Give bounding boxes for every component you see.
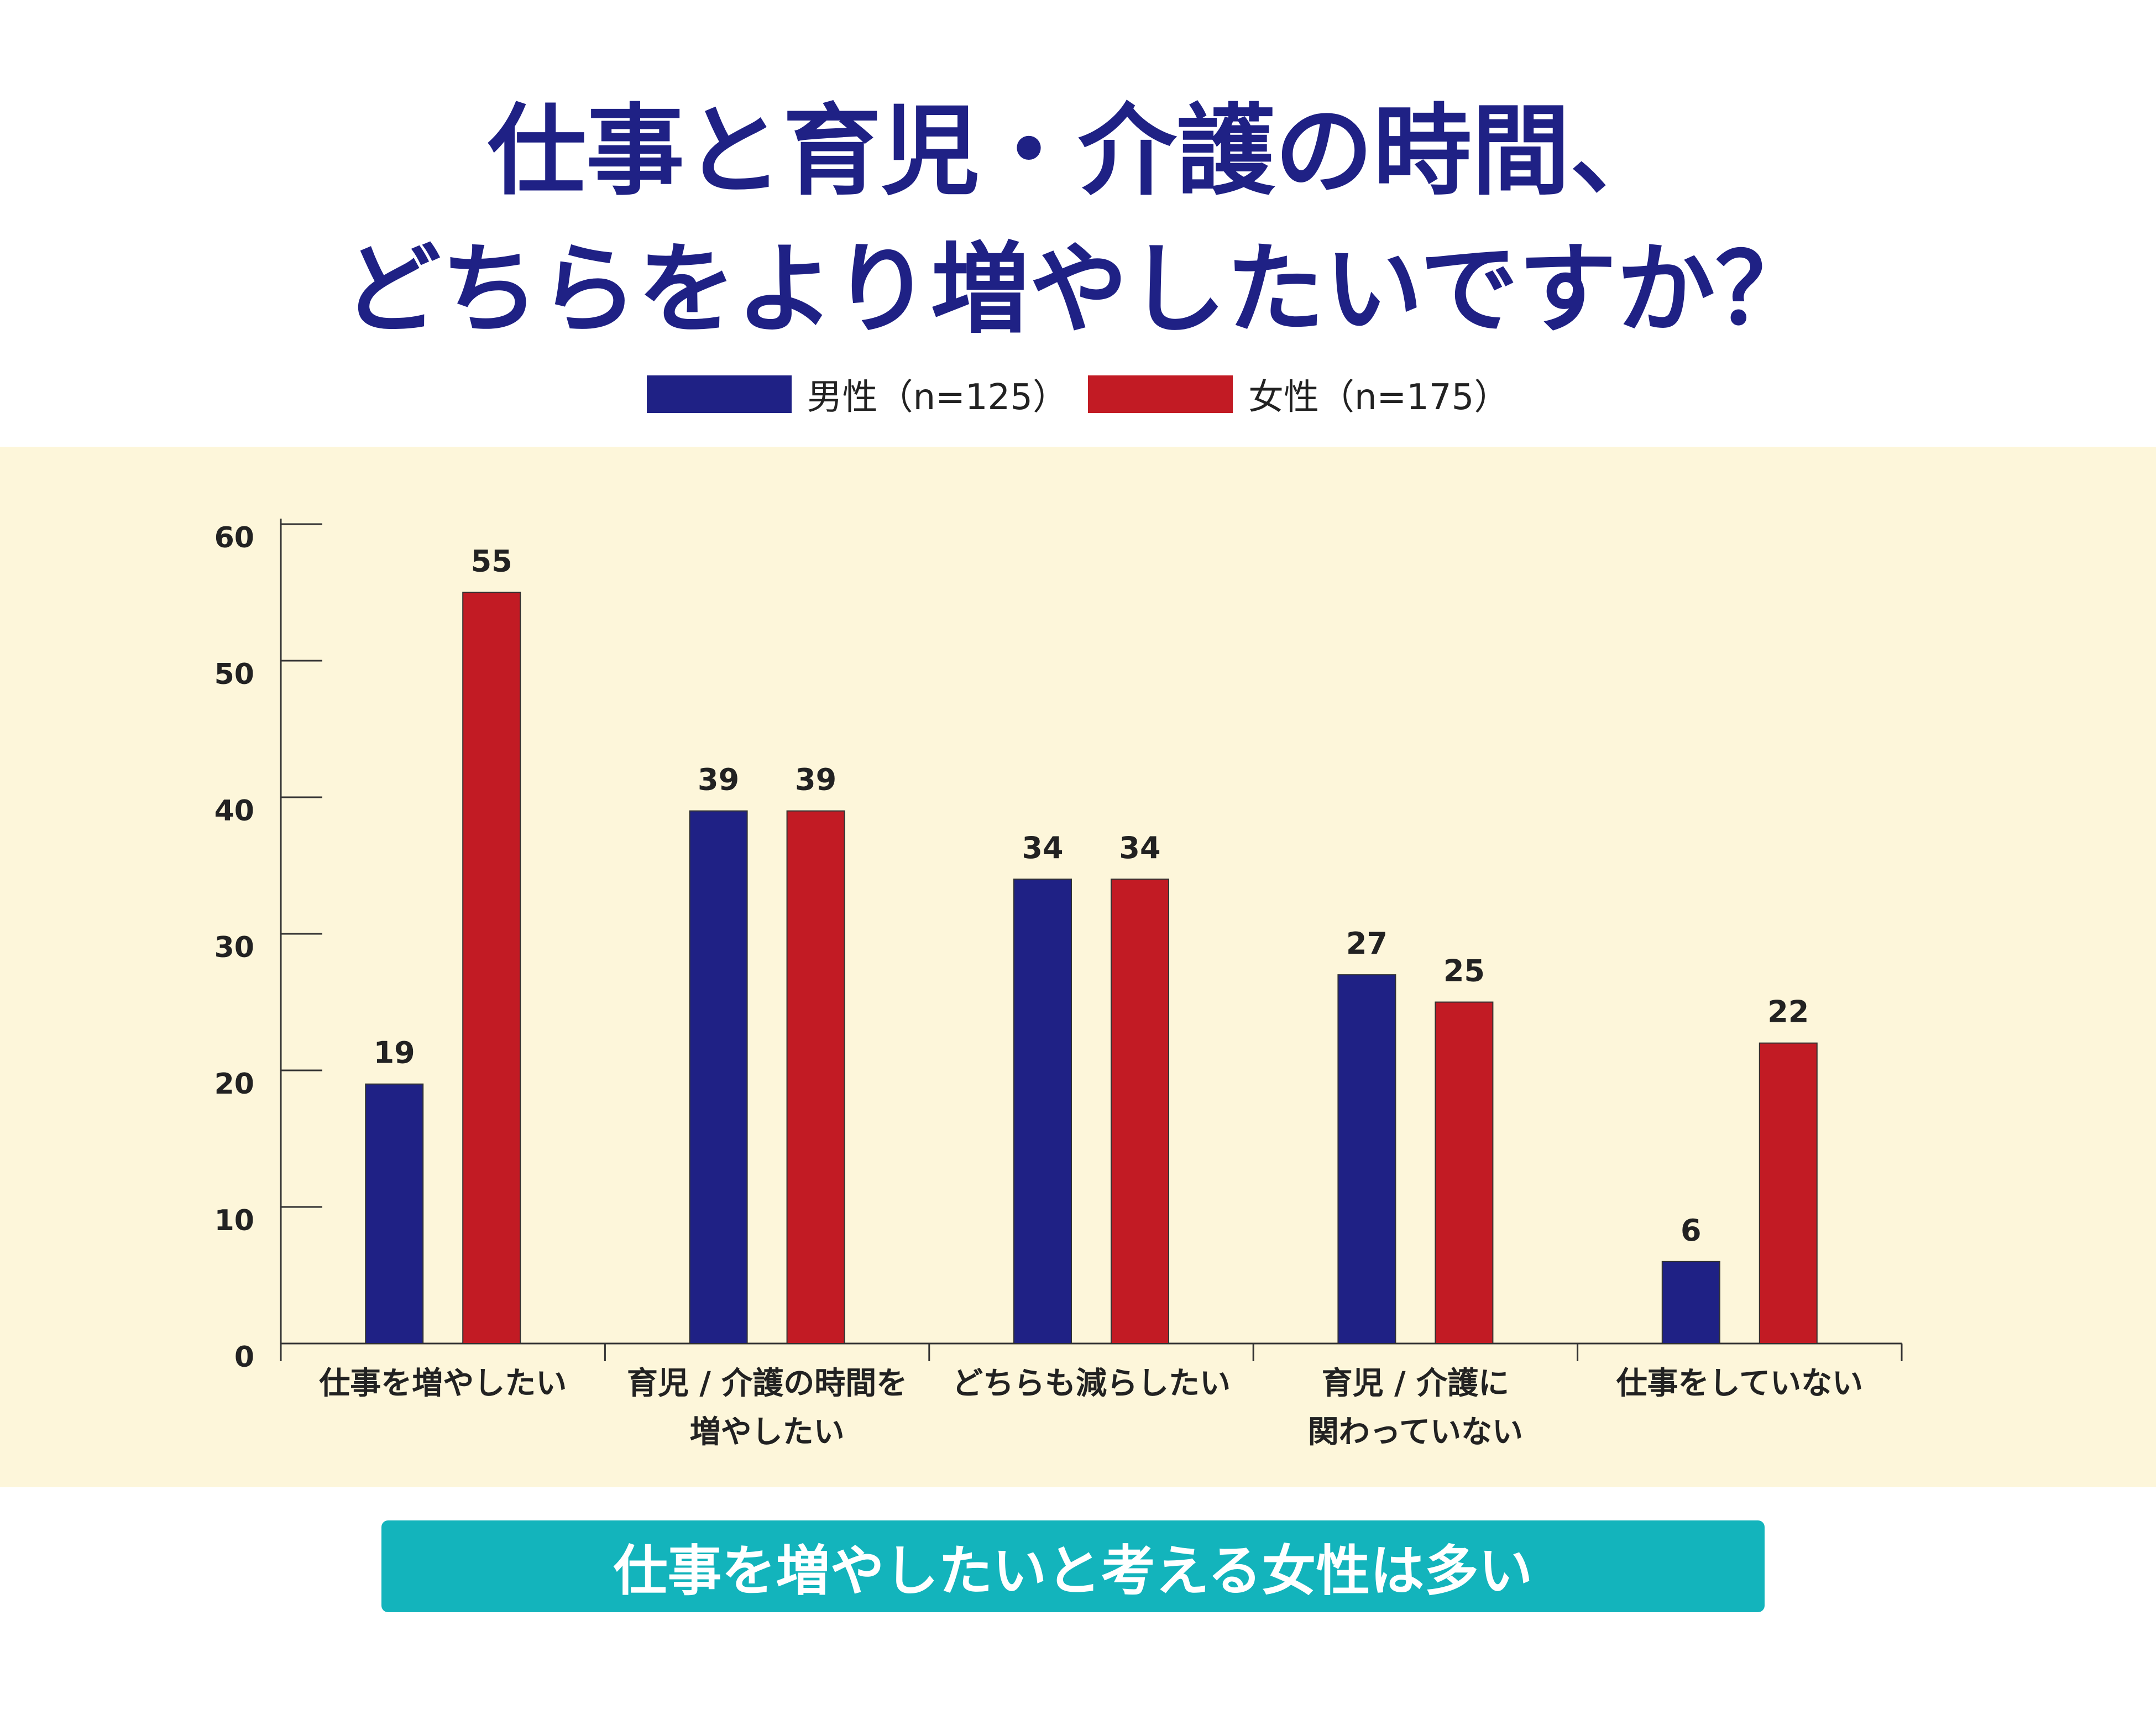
value-label-male: 19 xyxy=(374,1036,415,1070)
bar-male xyxy=(1013,879,1072,1344)
conclusion-text: 仕事を増やしたいと考える女性は多い xyxy=(613,1540,1533,1603)
value-label-male: 34 xyxy=(1022,830,1063,865)
chart-panel: 0 10 20 30 40 50 60 19 55 仕事を増やしたい 39 39 育児 / 介護の時間を… xyxy=(0,447,2156,1487)
chart-title-line-1: 仕事と育児・介護の時間、 xyxy=(488,94,1668,208)
bar-male xyxy=(365,1083,424,1344)
bar-female xyxy=(462,592,521,1344)
legend-item-male: 男性（n=125） xyxy=(646,369,1068,420)
chart-title-line-2: どちらをより増やしたいですか？ xyxy=(342,232,1814,347)
value-label-female: 55 xyxy=(471,544,512,579)
y-tick-label: 20 xyxy=(214,1068,254,1101)
y-tick-label: 50 xyxy=(214,658,254,691)
y-tick-label: 40 xyxy=(214,794,254,828)
x-category-label: 増やしたい xyxy=(690,1414,845,1450)
value-label-male: 6 xyxy=(1681,1213,1702,1248)
value-label-female: 34 xyxy=(1119,830,1160,865)
bar-chart: 0 10 20 30 40 50 60 19 55 仕事を増やしたい 39 39 育児 / 介護の時間を… xyxy=(214,519,1903,1450)
chart-legend: 男性（n=125） 女性（n=175） xyxy=(0,369,2156,419)
value-label-male: 27 xyxy=(1346,926,1388,961)
x-category-label: どちらも減らしたい xyxy=(952,1366,1231,1402)
legend-label-female: 女性（n=175） xyxy=(1248,377,1510,418)
x-category-label: 育児 / 介護の時間を xyxy=(627,1366,907,1402)
value-label-female: 25 xyxy=(1443,954,1485,989)
y-tick-label: 60 xyxy=(214,521,254,555)
x-category-label: 仕事を増やしたい xyxy=(319,1366,567,1402)
bar-female xyxy=(786,810,845,1344)
value-label-male: 39 xyxy=(698,762,739,797)
bar-female xyxy=(1111,879,1169,1344)
conclusion-banner: 仕事を増やしたいと考える女性は多い xyxy=(381,1520,1765,1612)
x-category-label: 仕事をしていない xyxy=(1616,1366,1863,1402)
bar-male xyxy=(689,810,748,1344)
legend-swatch-male xyxy=(646,375,792,413)
x-category-label: 育児 / 介護に xyxy=(1322,1366,1509,1402)
bar-male xyxy=(1337,974,1396,1344)
bar-female xyxy=(1435,1001,1494,1344)
y-tick-label: 10 xyxy=(214,1204,254,1237)
legend-item-female: 女性（n=175） xyxy=(1088,369,1509,420)
value-label-female: 39 xyxy=(795,762,836,797)
bar-female xyxy=(1759,1042,1818,1344)
x-category-label: 関わっていない xyxy=(1308,1414,1523,1450)
bar-male xyxy=(1661,1261,1720,1345)
y-tick-label: 0 xyxy=(234,1341,254,1374)
legend-label-male: 男性（n=125） xyxy=(807,377,1068,418)
y-tick-label: 30 xyxy=(214,931,254,964)
value-label-female: 22 xyxy=(1767,995,1809,1029)
legend-swatch-female xyxy=(1088,375,1233,413)
